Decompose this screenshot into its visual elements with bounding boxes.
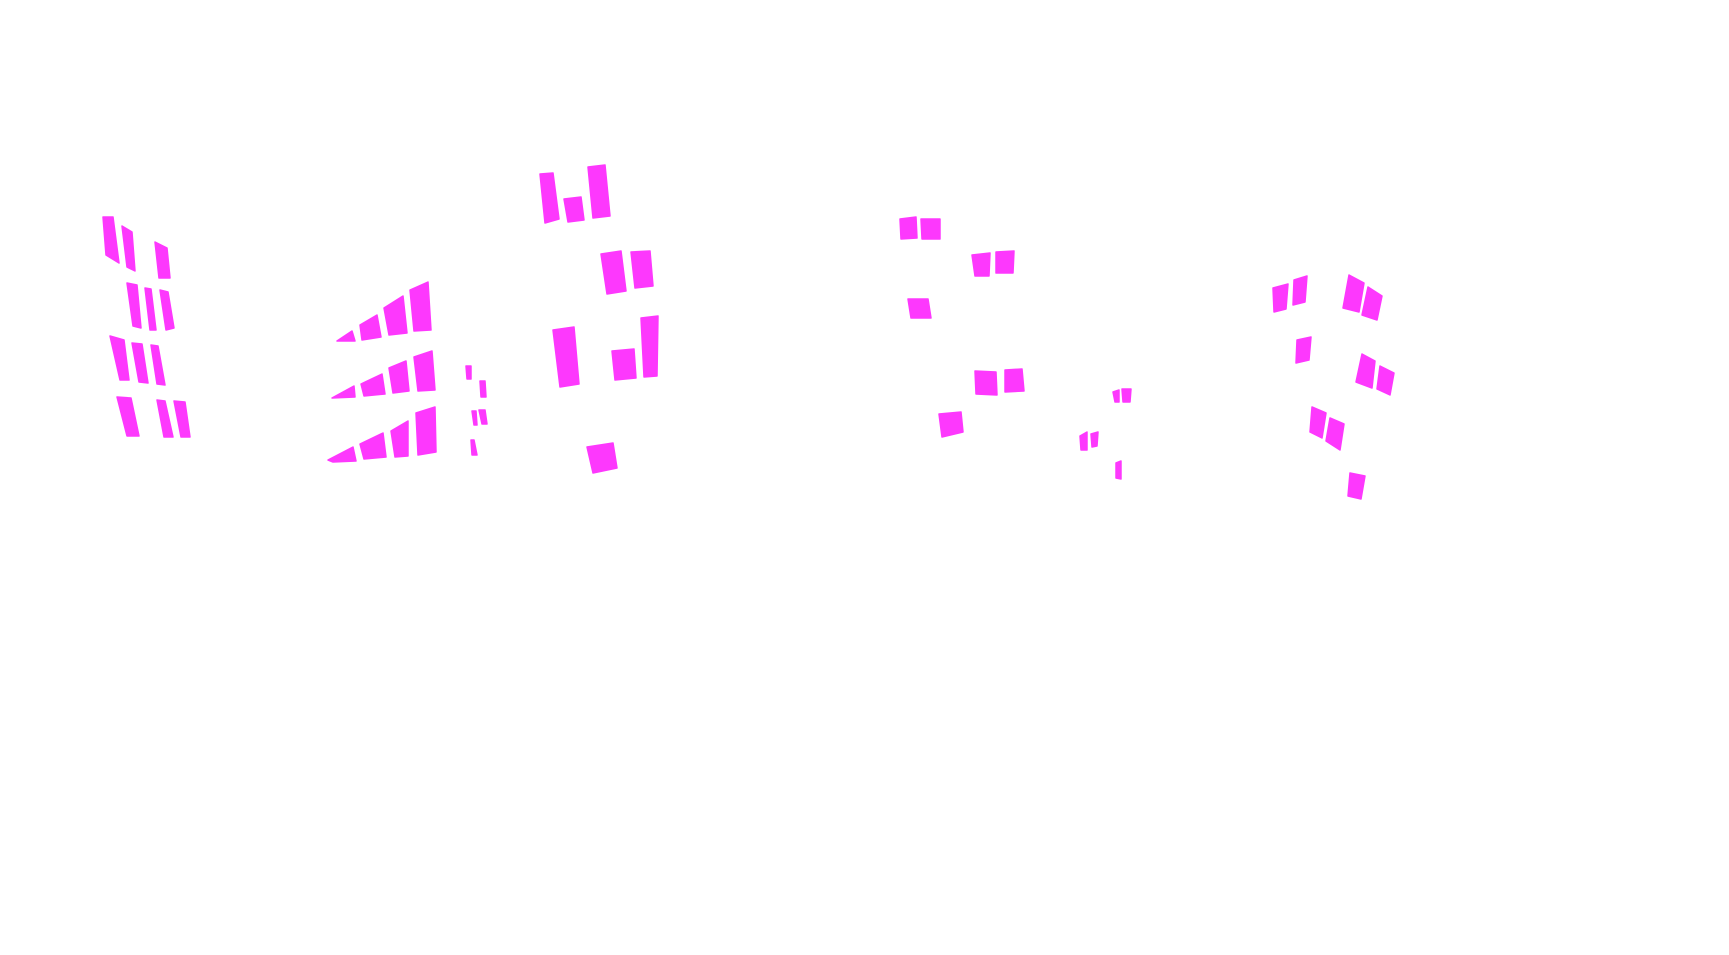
window-mask-region <box>630 250 654 289</box>
building-group-center-left <box>327 281 488 463</box>
window-mask-region <box>131 342 149 384</box>
window-mask-region <box>1292 275 1308 306</box>
window-mask-region <box>390 420 409 458</box>
window-mask-region <box>611 348 637 381</box>
window-mask-region <box>938 411 964 438</box>
window-mask-region <box>116 396 140 437</box>
window-mask-region <box>388 360 410 394</box>
window-mask-region <box>974 370 998 396</box>
window-mask-region <box>899 216 918 240</box>
window-mask-region <box>1309 406 1327 439</box>
window-mask-region <box>1355 353 1376 389</box>
window-mask-region <box>586 442 618 474</box>
window-mask-region <box>1115 460 1122 480</box>
window-mask-region <box>465 365 472 380</box>
window-mask-region <box>359 432 387 460</box>
window-mask-region <box>383 295 408 336</box>
window-mask-region <box>995 250 1015 274</box>
window-mask-region <box>1112 389 1120 403</box>
window-mask-region <box>1342 274 1365 313</box>
window-mask-region <box>173 400 191 438</box>
window-mask-region <box>1004 368 1025 393</box>
window-mask-region <box>331 385 356 399</box>
building-group-center-right <box>899 216 1132 480</box>
window-mask-region <box>1079 431 1088 451</box>
building-group-center <box>539 164 659 474</box>
window-mask-region <box>156 399 174 438</box>
window-mask-region <box>144 287 157 331</box>
window-mask-region <box>471 410 478 426</box>
window-mask-region <box>920 218 941 240</box>
window-mask-region <box>109 335 130 381</box>
window-mask-region <box>470 439 478 456</box>
window-mask-region <box>1090 431 1099 448</box>
window-mask-region <box>1121 388 1132 403</box>
window-mask-region <box>359 314 382 341</box>
window-mask-region <box>971 252 991 277</box>
window-mask-region <box>327 446 357 463</box>
window-mask-region <box>415 406 437 456</box>
window-mask-region <box>552 326 580 388</box>
building-group-right <box>1272 274 1395 500</box>
window-mask-region <box>563 196 585 223</box>
window-mask-region <box>539 172 560 224</box>
window-mask-region <box>1361 286 1383 321</box>
window-mask-region <box>1295 336 1312 364</box>
window-mask-region <box>360 373 386 397</box>
window-mask-region <box>1272 283 1289 313</box>
window-mask-region <box>587 164 611 219</box>
window-mask-region <box>413 350 436 392</box>
window-mask-region <box>1325 417 1345 451</box>
window-mask-region <box>907 298 932 319</box>
window-mask-region <box>150 344 166 386</box>
window-mask-region <box>1347 472 1366 500</box>
window-mask-region <box>409 281 432 332</box>
window-mask-region <box>126 282 142 329</box>
window-mask-region <box>640 315 659 378</box>
window-mask-region <box>478 409 488 425</box>
building-group-left <box>102 216 191 438</box>
window-mask-region <box>102 216 120 264</box>
window-mask-region <box>154 241 171 279</box>
window-mask-region <box>600 250 627 295</box>
window-mask-region <box>1376 365 1395 396</box>
window-mask-region <box>336 330 356 342</box>
window-mask-region <box>159 289 175 331</box>
window-mask-region <box>121 225 136 272</box>
window-mask-region <box>479 380 487 398</box>
